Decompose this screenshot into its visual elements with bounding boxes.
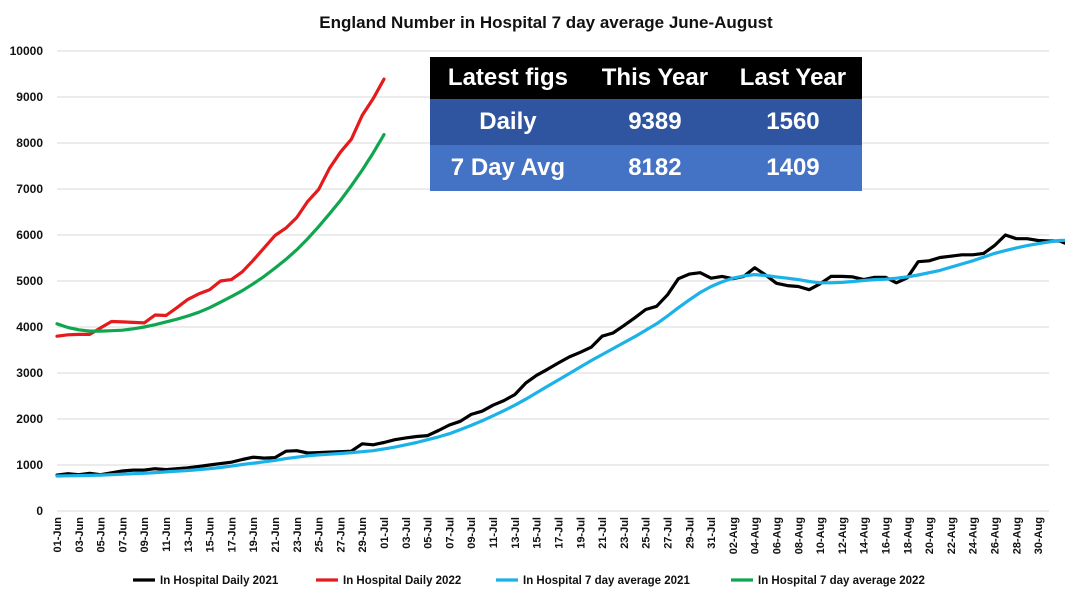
x-tick-label: 20-Aug [924, 517, 936, 554]
x-tick-label: 13-Jun [183, 517, 195, 553]
x-tick-label: 23-Jul [619, 517, 631, 549]
series-line-in-hospital-7-day-average-2021 [55, 238, 1065, 478]
header-latest-figs: Latest figs [430, 57, 586, 99]
chart-title: England Number in Hospital 7 day average… [319, 13, 773, 32]
x-tick-label: 08-Aug [793, 517, 805, 554]
avg-this-year: 8182 [585, 145, 724, 191]
x-tick-label: 09-Jun [139, 517, 151, 553]
header-last-year: Last Year [723, 57, 862, 99]
x-tick-label: 17-Jul [553, 517, 565, 549]
x-tick-label: 19-Jul [575, 517, 587, 549]
x-tick-label: 25-Jul [641, 517, 653, 549]
series-line-in-hospital-daily-2021 [55, 233, 1065, 477]
x-tick-label: 07-Jun [117, 517, 129, 553]
x-tick-label: 01-Jun [52, 517, 64, 553]
legend-label-in-hospital-daily-2021: In Hospital Daily 2021 [160, 575, 279, 587]
x-tick-label: 31-Jul [706, 517, 718, 549]
stats-row-daily: Daily 9389 1560 [430, 99, 862, 145]
row-label-7day-avg: 7 Day Avg [430, 145, 586, 191]
x-axis: 01-Jun 03-Jun 05-Jun 07-Jun 09-Jun 11-Jun 13-J… [52, 517, 1045, 555]
x-tick-label: 05-Jun [96, 517, 108, 553]
x-tick-label: 30-Aug [1033, 517, 1045, 554]
series-line-in-hospital-daily-2022 [55, 77, 386, 338]
x-tick-label: 13-Jul [510, 517, 522, 549]
x-tick-label: 02-Aug [728, 517, 740, 554]
y-tick-label: 5000 [16, 274, 43, 288]
x-tick-label: 24-Aug [968, 517, 980, 554]
x-tick-label: 27-Jul [662, 517, 674, 549]
y-tick-label: 0 [36, 504, 43, 518]
series-line-in-hospital-7-day-average-2022 [55, 133, 386, 333]
y-tick-label: 4000 [16, 320, 43, 334]
x-tick-label: 21-Jun [270, 517, 282, 553]
row-label-daily: Daily [430, 99, 586, 145]
x-tick-label: 23-Jun [292, 517, 304, 553]
x-tick-label: 11-Jun [161, 517, 173, 552]
legend: In Hospital Daily 2021 In Hospital Daily … [133, 575, 925, 587]
x-tick-label: 16-Aug [880, 517, 892, 554]
stats-header-row: Latest figs This Year Last Year [430, 57, 862, 99]
series-lines [55, 77, 1065, 478]
x-tick-label: 21-Jul [597, 517, 609, 549]
x-tick-label: 11-Jul [488, 517, 500, 548]
legend-label-in-hospital-7-day-average-2022: In Hospital 7 day average 2022 [758, 575, 925, 587]
x-tick-label: 12-Aug [837, 517, 849, 554]
x-tick-label: 07-Jul [444, 517, 456, 549]
y-tick-label: 8000 [16, 136, 43, 150]
legend-label-in-hospital-daily-2022: In Hospital Daily 2022 [343, 575, 461, 587]
x-tick-label: 15-Jul [532, 517, 544, 549]
x-tick-label: 03-Jul [401, 517, 413, 549]
x-tick-label: 22-Aug [946, 517, 958, 554]
x-tick-label: 04-Aug [750, 517, 762, 554]
stats-row-7day: 7 Day Avg 8182 1409 [430, 145, 862, 191]
x-tick-label: 18-Aug [902, 517, 914, 554]
avg-last-year: 1409 [723, 145, 862, 191]
x-tick-label: 10-Aug [815, 517, 827, 554]
y-tick-label: 1000 [16, 458, 43, 472]
y-tick-label: 7000 [16, 182, 43, 196]
x-tick-label: 26-Aug [989, 517, 1001, 554]
x-tick-label: 29-Jun [357, 517, 369, 553]
legend-label-in-hospital-7-day-average-2021: In Hospital 7 day average 2021 [523, 575, 690, 587]
x-tick-label: 14-Aug [859, 517, 871, 554]
y-tick-label: 3000 [16, 366, 43, 380]
x-tick-label: 29-Jul [684, 517, 696, 549]
x-tick-label: 06-Aug [771, 517, 783, 554]
x-tick-label: 01-Jul [379, 517, 391, 549]
x-tick-label: 19-Jun [248, 517, 260, 553]
header-this-year: This Year [585, 57, 724, 99]
x-tick-label: 28-Aug [1011, 517, 1023, 554]
daily-this-year: 9389 [585, 99, 724, 145]
x-tick-label: 27-Jun [335, 517, 347, 553]
x-tick-label: 17-Jun [226, 517, 238, 553]
stats-table: Latest figs This Year Last Year Daily 93… [430, 57, 862, 191]
y-tick-label: 9000 [16, 90, 43, 104]
x-tick-label: 25-Jun [314, 517, 326, 553]
x-tick-label: 05-Jul [423, 517, 435, 549]
x-tick-label: 15-Jun [205, 517, 217, 553]
daily-last-year: 1560 [723, 99, 862, 145]
x-tick-label: 09-Jul [466, 517, 478, 549]
y-axis: 0 1000 2000 3000 4000 5000 6000 7000 8000 9000 100… [10, 44, 44, 518]
x-tick-label: 03-Jun [74, 517, 86, 553]
y-tick-label: 10000 [10, 44, 44, 58]
y-tick-label: 2000 [16, 412, 43, 426]
y-tick-label: 6000 [16, 228, 43, 242]
